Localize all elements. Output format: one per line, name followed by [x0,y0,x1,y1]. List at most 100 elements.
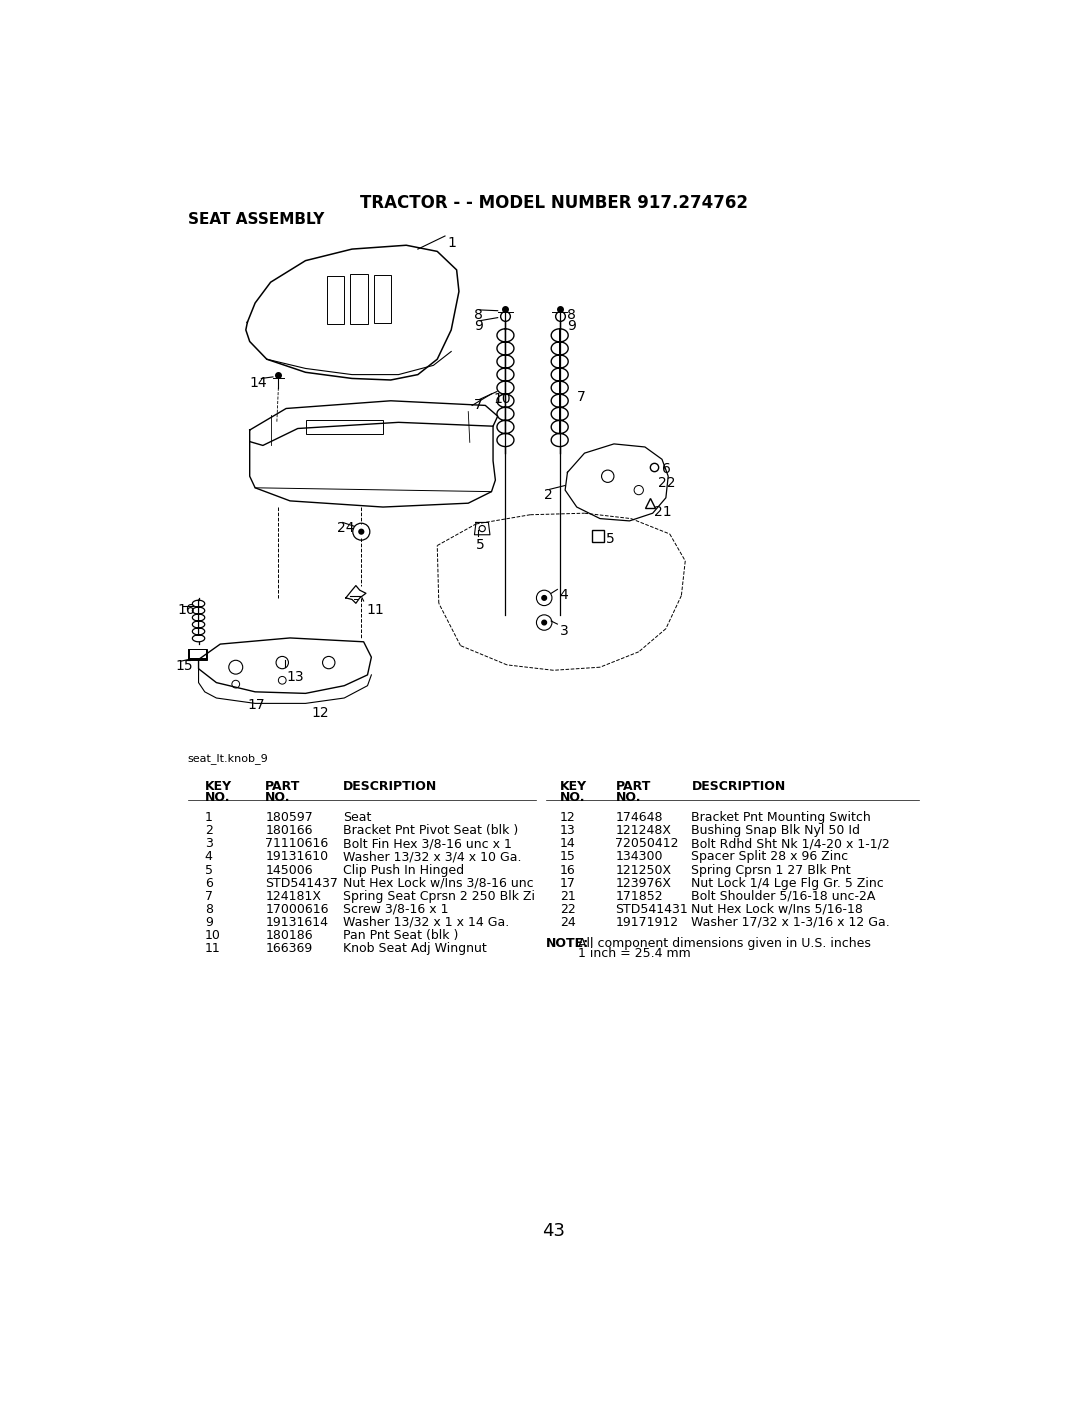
Bar [306,421,383,433]
Circle shape [542,620,546,625]
Text: NOTE:: NOTE: [545,937,589,949]
Text: Bushing Snap Blk Nyl 50 Id: Bushing Snap Blk Nyl 50 Id [691,824,861,837]
Text: Bolt Rdhd Sht Nk 1/4-20 x 1-1/2: Bolt Rdhd Sht Nk 1/4-20 x 1-1/2 [691,837,890,851]
Text: Washer 17/32 x 1-3/16 x 12 Ga.: Washer 17/32 x 1-3/16 x 12 Ga. [691,916,890,930]
Text: Spring Seat Cprsn 2 250 Blk Zi: Spring Seat Cprsn 2 250 Blk Zi [342,890,535,903]
Text: 8: 8 [474,308,484,322]
Text: 180597: 180597 [266,812,313,824]
Text: SEAT ASSEMBLY: SEAT ASSEMBLY [188,212,324,227]
Text: 121250X: 121250X [616,864,672,876]
Text: 5: 5 [205,864,213,876]
Text: KEY: KEY [559,781,586,794]
Text: 9: 9 [567,320,577,334]
Text: 124181X: 124181X [266,890,321,903]
Bar [190,651,205,658]
Text: Bolt Fin Hex 3/8-16 unc x 1: Bolt Fin Hex 3/8-16 unc x 1 [342,837,512,851]
Text: 7: 7 [205,890,213,903]
Text: 13: 13 [559,824,576,837]
Text: 72050412: 72050412 [616,837,679,851]
Text: NO.: NO. [616,791,642,805]
Text: Washer 13/32 x 3/4 x 10 Ga.: Washer 13/32 x 3/4 x 10 Ga. [342,851,522,864]
Text: 17: 17 [559,876,576,890]
Text: 13: 13 [286,670,303,684]
Bar [327,276,345,324]
Bar [374,275,391,322]
Text: 6: 6 [662,463,671,477]
Text: Nut Hex Lock w/Ins 5/16-18: Nut Hex Lock w/Ins 5/16-18 [691,903,863,916]
Circle shape [359,529,364,534]
Text: 8: 8 [205,903,213,916]
Text: Bracket Pnt Pivot Seat (blk ): Bracket Pnt Pivot Seat (blk ) [342,824,518,837]
Text: 22: 22 [658,477,676,491]
Text: STD541431: STD541431 [616,903,688,916]
Text: 12: 12 [312,705,329,719]
Text: seat_lt.knob_9: seat_lt.knob_9 [188,753,269,764]
Text: 22: 22 [559,903,576,916]
Text: 14: 14 [559,837,576,851]
Text: 71110616: 71110616 [266,837,328,851]
Text: 17000616: 17000616 [266,903,328,916]
Text: TRACTOR - - MODEL NUMBER 917.274762: TRACTOR - - MODEL NUMBER 917.274762 [360,193,747,212]
Bar [189,649,207,659]
Text: 1 inch = 25.4 mm: 1 inch = 25.4 mm [578,948,691,960]
Text: Knob Seat Adj Wingnut: Knob Seat Adj Wingnut [342,942,486,955]
Text: 3: 3 [559,624,568,638]
Text: 19131614: 19131614 [266,916,328,930]
Circle shape [542,596,546,600]
Text: 17: 17 [247,698,265,712]
Text: Clip Push In Hinged: Clip Push In Hinged [342,864,463,876]
Text: 5: 5 [476,538,485,552]
Text: 7: 7 [577,390,585,404]
Text: 3: 3 [205,837,213,851]
Text: 1: 1 [205,812,213,824]
Text: NO.: NO. [266,791,291,805]
Text: 21: 21 [559,890,576,903]
Text: 134300: 134300 [616,851,663,864]
Text: NO.: NO. [559,791,585,805]
Text: DESCRIPTION: DESCRIPTION [342,781,437,794]
Text: 123976X: 123976X [616,876,672,890]
Text: 15: 15 [175,659,193,673]
Text: 24: 24 [337,522,354,536]
Text: 171852: 171852 [616,890,663,903]
Text: 10: 10 [205,930,220,942]
Text: 15: 15 [559,851,576,864]
Text: All component dimensions given in U.S. inches: All component dimensions given in U.S. i… [578,937,872,949]
Text: Nut Lock 1/4 Lge Flg Gr. 5 Zinc: Nut Lock 1/4 Lge Flg Gr. 5 Zinc [691,876,885,890]
Text: 8: 8 [567,308,577,322]
Text: 19171912: 19171912 [616,916,678,930]
Text: 2: 2 [544,488,553,502]
Text: 43: 43 [542,1221,565,1239]
Text: 145006: 145006 [266,864,313,876]
Text: Seat: Seat [342,812,372,824]
Text: 180166: 180166 [266,824,313,837]
Text: KEY: KEY [205,781,232,794]
Bar [189,649,207,659]
Text: 24: 24 [559,916,576,930]
Text: PART: PART [266,781,300,794]
Text: 4: 4 [559,587,568,601]
Text: 2: 2 [205,824,213,837]
Text: Pan Pnt Seat (blk ): Pan Pnt Seat (blk ) [342,930,458,942]
Text: 12: 12 [559,812,576,824]
Text: 9: 9 [474,320,484,334]
Text: 5: 5 [606,531,615,545]
Text: STD541437: STD541437 [266,876,338,890]
Text: Nut Hex Lock w/Ins 3/8-16 unc: Nut Hex Lock w/Ins 3/8-16 unc [342,876,534,890]
Text: Spacer Split 28 x 96 Zinc: Spacer Split 28 x 96 Zinc [691,851,849,864]
Text: Bracket Pnt Mounting Switch: Bracket Pnt Mounting Switch [691,812,872,824]
Text: PART: PART [616,781,651,794]
Text: Screw 3/8-16 x 1: Screw 3/8-16 x 1 [342,903,448,916]
Text: 1: 1 [447,236,456,250]
Text: 7: 7 [474,398,483,412]
Text: 9: 9 [205,916,213,930]
Text: Bolt Shoulder 5/16-18 unc-2A: Bolt Shoulder 5/16-18 unc-2A [691,890,876,903]
Text: 11: 11 [205,942,220,955]
Text: 11: 11 [366,603,383,617]
Text: Washer 13/32 x 1 x 14 Ga.: Washer 13/32 x 1 x 14 Ga. [342,916,509,930]
Text: 14: 14 [249,376,268,390]
Text: 6: 6 [205,876,213,890]
Text: 174648: 174648 [616,812,663,824]
Text: 166369: 166369 [266,942,312,955]
Text: 180186: 180186 [266,930,313,942]
